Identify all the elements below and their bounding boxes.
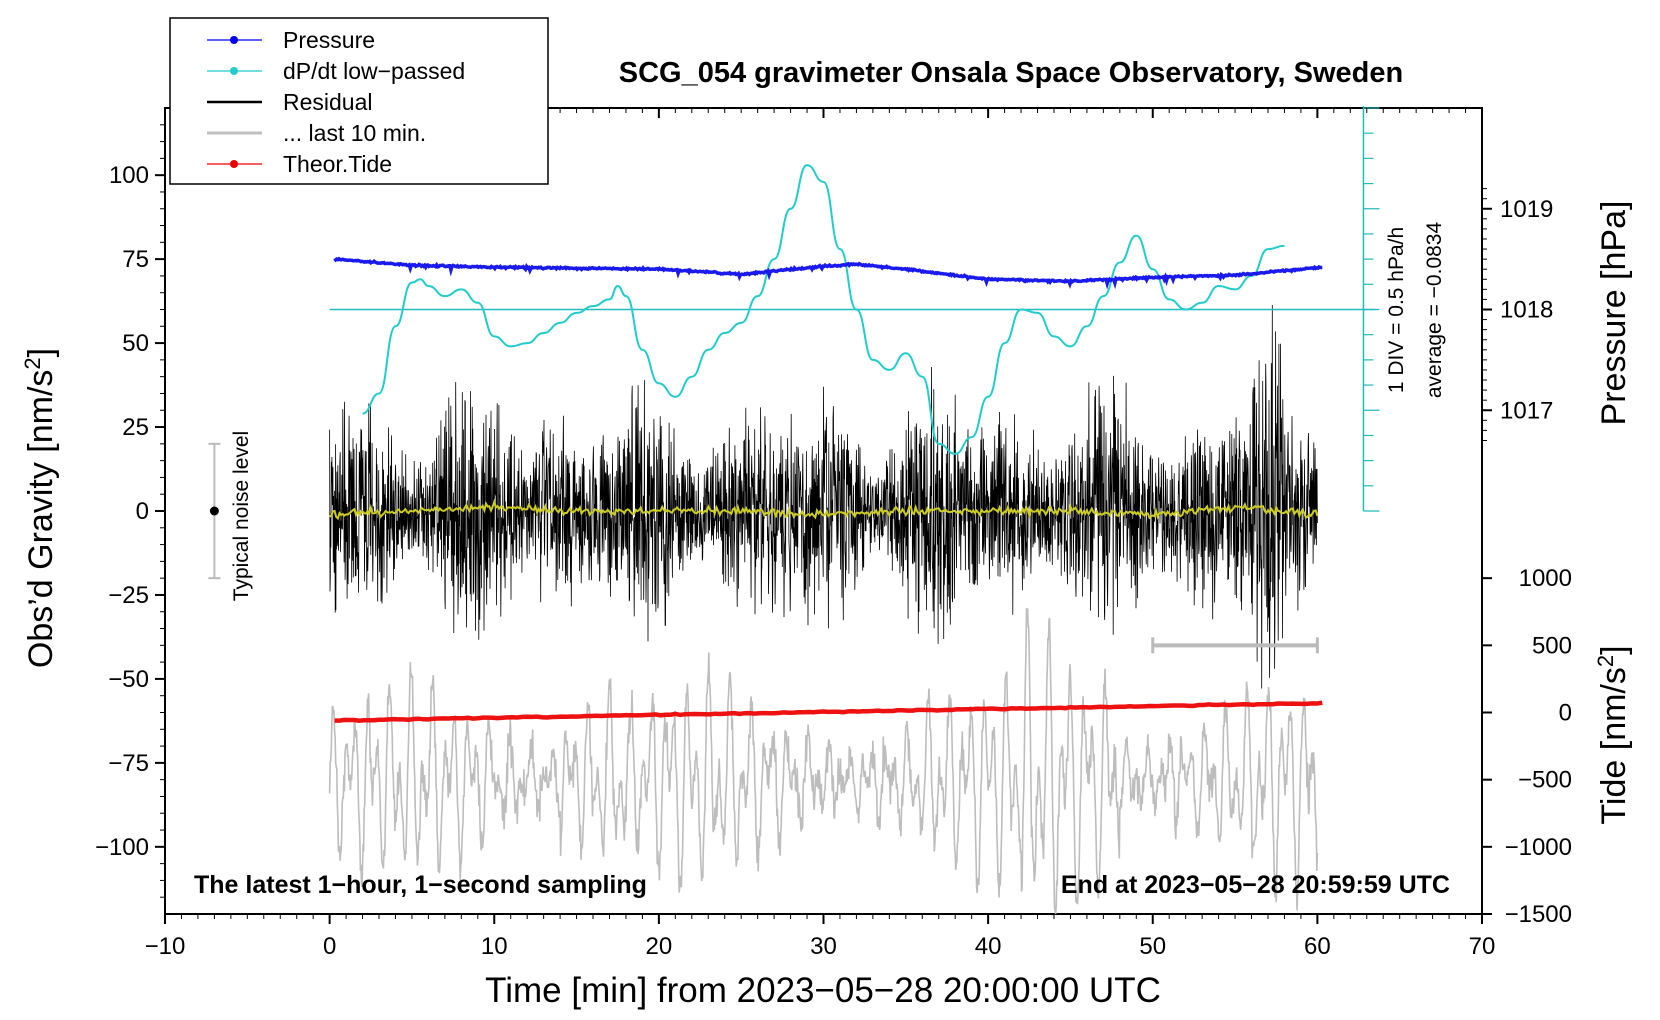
y-tick-label: −100 [95,834,149,861]
x-tick-label: 70 [1469,933,1496,960]
annotation-div: 1 DIV = 0.5 hPa/h [1385,227,1408,393]
legend-marker [230,36,238,44]
legend-label: Residual [283,89,373,115]
y-tick-label: 75 [122,246,149,273]
tide-axis-label: Tide [nm/s2] [1593,645,1633,824]
x-tick-label: 50 [1139,933,1166,960]
annotation-average: average = −0.0834 [1423,222,1446,399]
theoretical-tide-series [334,700,1323,723]
running-mean-line [328,498,1319,521]
pressure-axis-ticks: 1019 1018 1017 [1482,188,1553,441]
y-tick-label: 0 [136,498,149,525]
pressure-tick-label: 1018 [1500,297,1553,324]
x-tick-label: 40 [975,933,1002,960]
pressure-line [333,256,1323,290]
annotation-sampling: The latest 1−hour, 1−second sampling [194,871,647,899]
x-tick-label: 10 [481,933,508,960]
x-tick-label: 30 [810,933,837,960]
legend-label: ... last 10 min. [283,120,426,146]
tide-tick-label: −500 [1518,767,1572,794]
legend: Pressure dP/dt low−passed Residual ... last… [207,27,465,177]
pressure-tick-label: 1019 [1500,196,1553,223]
residual-line [329,304,1318,689]
legend-label: dP/dt low−passed [283,58,465,84]
y-tick-label: 25 [122,414,149,441]
y-tick-label: −75 [108,750,149,777]
tide-tick-label: −1500 [1505,901,1572,928]
pressure-tick-label: 1017 [1500,397,1553,424]
noise-bar-center-dot [209,506,219,516]
dpdt-line [362,164,1285,455]
auxiliary-marks [208,442,1319,654]
tide-tick-label: −1000 [1505,834,1572,861]
tide-tick-label: 1000 [1519,565,1572,592]
legend-label: Theor.Tide [283,151,392,177]
annotation-end-time: End at 2023−05−28 20:59:59 UTC [1061,871,1450,899]
x-tick-label: 0 [323,933,336,960]
x-axis-ticks: −10 0 10 20 30 40 50 60 70 [145,108,1496,960]
legend-marker [230,160,238,168]
chart-title: SCG_054 gravimeter Onsala Space Observat… [619,57,1403,89]
y-axis-label: Obs’d Gravity [nm/s2] [20,348,60,668]
annotation-noise: Typical noise level [230,431,253,601]
x-tick-label: −10 [145,933,186,960]
legend-marker [230,67,238,75]
tide-tick-label: 500 [1532,632,1572,659]
y-tick-label: 100 [109,162,149,189]
y-tick-label: 50 [122,330,149,357]
x-tick-label: 60 [1304,933,1331,960]
theoretical-tide-line [334,700,1323,723]
pressure-axis-label: Pressure [hPa] [1595,201,1633,426]
legend-label: Pressure [283,27,375,53]
last-10-min-series [328,607,1319,915]
dpdt-series [329,106,1380,512]
residual-running-mean [328,498,1319,521]
y-axis-ticks: 100 75 50 25 0 −25 −50 −75 −100 [95,124,165,898]
tide-tick-label: 0 [1559,700,1572,727]
pressure-series [333,256,1323,290]
x-axis-label: Time [min] from 2023−05−28 20:00:00 UTC [485,971,1161,1010]
x-tick-label: 20 [646,933,673,960]
y-tick-label: −50 [108,666,149,693]
tide-axis-ticks: 1000 500 0 −500 −1000 −1500 [1482,565,1572,928]
last-10-min-line [328,607,1319,915]
residual-series [329,304,1318,689]
y-tick-label: −25 [108,582,149,609]
